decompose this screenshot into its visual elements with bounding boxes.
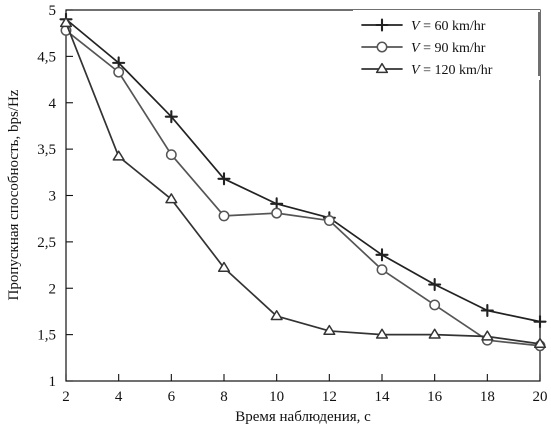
triangle-series-point-1 (59, 16, 73, 28)
y-tick-label: 3,5 (37, 142, 56, 158)
triangle-series-point-10 (533, 337, 547, 349)
circle-series-point-3 (165, 149, 177, 161)
y-tick-label: 1,5 (37, 328, 56, 344)
legend: V = 60 km/hrV = 90 km/hrV = 120 km/hr (353, 10, 540, 80)
triangle-series-point-9 (481, 330, 494, 341)
x-tick-label: 12 (322, 389, 337, 405)
legend-entry-plus: V = 60 km/hr (361, 18, 486, 34)
x-axis-title: Время наблюдения, с (235, 409, 371, 425)
triangle-series-point-7 (375, 328, 389, 339)
circle-series-point-2 (113, 66, 125, 78)
circle-series-point-5 (271, 207, 283, 219)
circle-series (60, 24, 546, 352)
triangle-series-line (65, 22, 541, 345)
y-tick-label: 4 (49, 96, 57, 112)
y-axis-title: Пропускная способность, bps/Hz (6, 89, 22, 300)
circle-series-point-8 (429, 299, 441, 311)
plus-series-line (65, 18, 541, 323)
legend-marker-triangle (375, 62, 389, 74)
x-tick-label: 20 (533, 389, 548, 405)
x-tick-label: 4 (115, 389, 123, 405)
triangle-series-point-2 (112, 150, 125, 161)
plus-series (59, 12, 547, 329)
legend-v-symbol: V (411, 41, 421, 56)
x-tick-label: 2 (62, 389, 70, 405)
x-tick-label: 14 (375, 389, 391, 405)
legend-speed-text: = 60 km/hr (420, 19, 486, 34)
x-tick-label: 6 (168, 389, 176, 405)
triangle-series-point-6 (323, 324, 336, 336)
legend-v-symbol: V (411, 19, 421, 34)
circle-series-line (65, 29, 541, 347)
circle-series-point-4 (218, 210, 230, 222)
triangle-series-point-3 (165, 193, 178, 204)
y-tick-label: 2 (49, 281, 57, 297)
triangle-series (59, 16, 547, 349)
axes-layer: 2 4 6 8 10 12 14 16 18 20 1 1,5 2 2,5 3 3,5 4 4,5 5 (37, 3, 547, 405)
y-tick-label: 3 (49, 189, 57, 205)
legend-speed-text: = 90 km/hr (420, 41, 486, 56)
triangle-series-point-8 (428, 328, 441, 339)
circle-series-point-7 (376, 264, 388, 276)
circle-series-point-6 (323, 215, 335, 226)
triangle-series-point-4 (217, 261, 231, 272)
legend-entry-circle: V = 90 km/hr (361, 41, 486, 56)
y-tick-label: 2,5 (37, 235, 56, 251)
legend-label-plus: V = 60 km/hr (411, 19, 486, 34)
legend-label-circle: V = 90 km/hr (411, 41, 486, 56)
legend-speed-text: = 120 km/hr (420, 63, 493, 78)
series-layer (59, 12, 547, 352)
y-tick-label: 1 (49, 374, 57, 390)
triangle-series-point-5 (270, 309, 283, 321)
x-tick-label: 18 (480, 389, 495, 405)
legend-label-triangle: V = 120 km/hr (411, 63, 493, 78)
x-tick-label: 8 (220, 389, 228, 405)
legend-v-symbol: V (411, 63, 421, 78)
legend-marker-circle (376, 41, 388, 53)
y-tick-label: 5 (49, 3, 57, 19)
legend-entry-triangle: V = 120 km/hr (361, 62, 493, 78)
x-tick-label: 10 (269, 389, 284, 405)
x-tick-label: 16 (427, 389, 443, 405)
y-tick-label: 4,5 (37, 49, 56, 65)
